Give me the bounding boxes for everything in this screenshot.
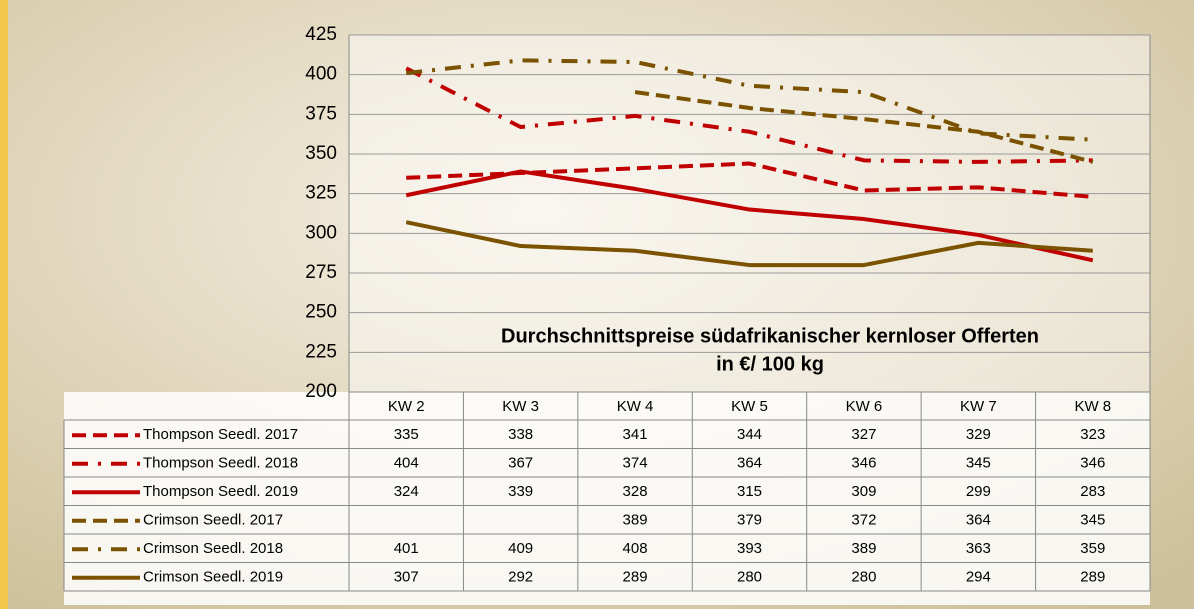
table-value: 315	[737, 483, 762, 500]
table-value: 289	[623, 569, 648, 586]
table-value: 339	[508, 483, 533, 500]
y-tick-label: 250	[305, 302, 337, 323]
table-value: 335	[394, 426, 419, 443]
table-value: 323	[1080, 426, 1105, 443]
x-tick-label: KW 4	[617, 398, 654, 415]
y-tick-label: 225	[305, 341, 337, 362]
legend-label: Crimson Seedl. 2019	[143, 569, 283, 586]
chart-subtitle: in €/ 100 kg	[716, 353, 824, 375]
y-tick-label: 275	[305, 262, 337, 283]
table-value: 280	[851, 569, 876, 586]
table-value: 327	[851, 426, 876, 443]
table-value: 404	[394, 455, 419, 472]
table-value: 328	[623, 483, 648, 500]
x-tick-label: KW 2	[388, 398, 425, 415]
table-value: 289	[1080, 569, 1105, 586]
y-tick-label: 300	[305, 222, 337, 243]
table-value: 346	[851, 455, 876, 472]
table-value: 280	[737, 569, 762, 586]
table-value: 307	[394, 569, 419, 586]
legend-label: Thompson Seedl. 2018	[143, 455, 298, 472]
table-value: 329	[966, 426, 991, 443]
y-tick-label: 425	[305, 24, 337, 45]
table-value: 367	[508, 455, 533, 472]
x-tick-label: KW 3	[502, 398, 539, 415]
table-value: 345	[966, 455, 991, 472]
table-value: 294	[966, 569, 991, 586]
table-value: 393	[737, 540, 762, 557]
table-value: 379	[737, 512, 762, 529]
legend-label: Crimson Seedl. 2018	[143, 540, 283, 557]
table-value: 372	[851, 512, 876, 529]
series-line	[405, 169, 1094, 263]
legend-label: Thompson Seedl. 2019	[143, 483, 298, 500]
legend-label: Thompson Seedl. 2017	[143, 426, 298, 443]
table-value: 364	[737, 455, 762, 472]
table-value: 338	[508, 426, 533, 443]
y-tick-label: 350	[305, 143, 337, 164]
series-line	[405, 66, 1093, 164]
plot-area	[348, 34, 1151, 393]
table-value: 324	[394, 483, 419, 500]
table-value: 389	[623, 512, 648, 529]
table-value: 401	[394, 540, 419, 557]
chart-title: Durchschnittspreise südafrikanischer ker…	[501, 325, 1039, 347]
table-value: 292	[508, 569, 533, 586]
data-table	[64, 392, 1150, 605]
y-tick-label: 375	[305, 103, 337, 124]
series-line	[405, 220, 1093, 268]
table-value: 299	[966, 483, 991, 500]
table-value: 346	[1080, 455, 1105, 472]
x-tick-label: KW 6	[846, 398, 883, 415]
table-value: 345	[1080, 512, 1105, 529]
table-value: 283	[1080, 483, 1105, 500]
table-value: 363	[966, 540, 991, 557]
series-line	[634, 90, 1094, 164]
table-value: 344	[737, 426, 762, 443]
y-tick-label: 400	[305, 64, 337, 85]
legend-label: Crimson Seedl. 2017	[143, 512, 283, 529]
table-value: 309	[851, 483, 876, 500]
y-tick-label: 325	[305, 183, 337, 204]
x-tick-label: KW 7	[960, 398, 997, 415]
x-tick-label: KW 5	[731, 398, 768, 415]
table-value: 389	[851, 540, 876, 557]
table-value: 341	[623, 426, 648, 443]
x-tick-label: KW 8	[1074, 398, 1111, 415]
table-value: 374	[623, 455, 648, 472]
table-value: 359	[1080, 540, 1105, 557]
table-value: 408	[623, 540, 648, 557]
y-tick-label: 200	[305, 381, 337, 402]
table-value: 364	[966, 512, 991, 529]
left-edge	[0, 0, 8, 609]
table-value: 409	[508, 540, 533, 557]
